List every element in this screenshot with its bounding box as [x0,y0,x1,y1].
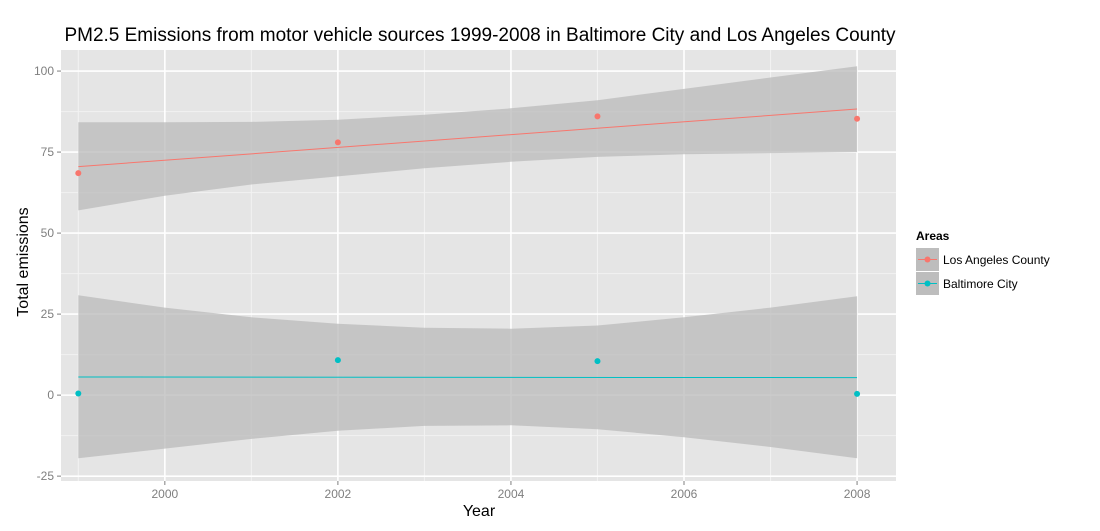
data-point [594,358,601,365]
legend-title: Areas [916,229,950,243]
x-axis-title: Year [463,503,496,520]
fit-line-0 [78,108,858,168]
data-point [334,139,341,146]
data-point [594,113,601,120]
data-point [854,390,861,397]
y-tick-label: 100 [34,64,54,78]
confidence-band-1 [78,295,858,459]
y-axis-title: Total emissions [15,207,32,316]
y-tick-label: -25 [37,469,55,483]
y-tick-label: 75 [41,145,55,159]
y-tick-label: 50 [41,226,55,240]
legend-label-1: Baltimore City [943,277,1018,291]
data-point [854,115,861,122]
legend: Areas Los Angeles County Baltimore City [916,229,1050,295]
data-point [75,170,82,177]
data-point [75,390,82,397]
legend-label-0: Los Angeles County [943,253,1050,267]
fit-lines [78,108,858,379]
axis-ticks: 2000 2002 2004 2006 2008 -25 0 25 50 75 100 [34,64,871,501]
legend-key-point [924,280,931,287]
x-tick-label: 2000 [151,487,178,501]
x-tick-label: 2008 [844,487,871,501]
x-tick-label: 2006 [671,487,698,501]
legend-key-point [924,256,931,263]
y-tick-label: 0 [47,388,54,402]
fit-line-1 [78,376,858,379]
chart-title: PM2.5 Emissions from motor vehicle sourc… [64,25,896,46]
x-tick-label: 2002 [325,487,352,501]
data-points [75,113,861,397]
x-tick-label: 2004 [498,487,525,501]
data-point [334,357,341,364]
y-tick-label: 25 [41,307,55,321]
